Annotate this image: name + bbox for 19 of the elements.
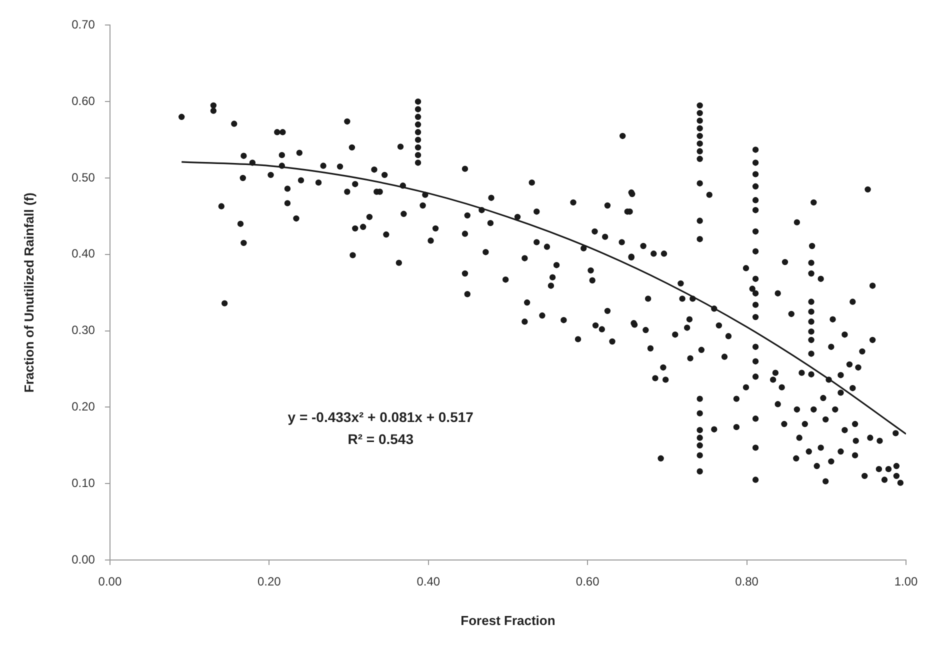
x-tick-label: 1.00	[894, 574, 918, 589]
y-axis-title: Fraction of Unutilized Rainfall (f)	[21, 192, 36, 393]
y-tick-label: 0.20	[72, 400, 96, 414]
x-tick-label: 0.00	[98, 574, 122, 589]
y-tick-label: 0.60	[72, 94, 96, 108]
x-axis-title: Forest Fraction	[460, 612, 556, 628]
x-tick-label: 0.60	[576, 574, 600, 589]
y-tick-label: 0.40	[72, 246, 96, 261]
y-tick-label: 0.70	[72, 18, 96, 32]
y-tick-label: 0.00	[72, 552, 96, 566]
annotation: R² = 0.543	[348, 431, 414, 448]
annotation: y = -0.433x² + 0.081x + 0.517	[288, 409, 474, 426]
x-tick-label: 0.40	[416, 574, 440, 589]
x-tick-label: 0.20	[257, 574, 282, 589]
line-series	[180, 161, 906, 435]
y-tick-label: 0.10	[72, 476, 96, 490]
y-tick-label: 0.50	[72, 170, 96, 184]
y-tick-label: 0.30	[72, 323, 96, 338]
x-tick-label: 0.80	[735, 574, 759, 589]
